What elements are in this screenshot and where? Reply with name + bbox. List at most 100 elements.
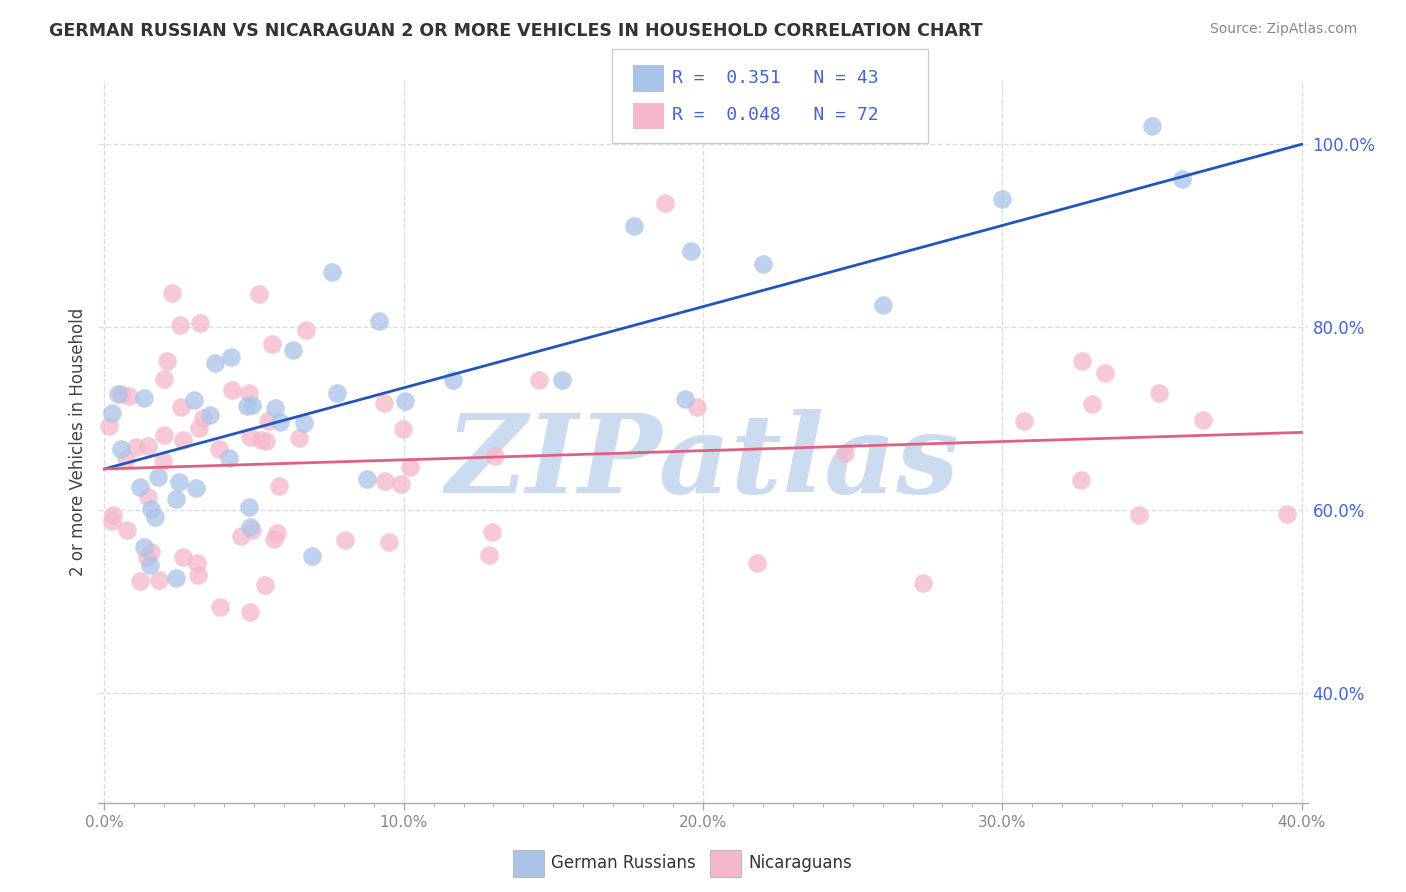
Point bbox=[256, 414, 278, 428]
Point bbox=[110, 387, 132, 401]
Point bbox=[101, 508, 124, 522]
Point bbox=[169, 475, 191, 490]
Point bbox=[1012, 414, 1035, 428]
Point bbox=[239, 605, 262, 619]
Point bbox=[236, 399, 259, 413]
Point bbox=[208, 600, 231, 615]
Point bbox=[110, 442, 132, 457]
Point bbox=[481, 524, 503, 539]
Point bbox=[325, 386, 347, 401]
Point bbox=[221, 350, 243, 364]
Text: R =  0.351   N = 43: R = 0.351 N = 43 bbox=[672, 69, 879, 87]
Point bbox=[184, 481, 207, 495]
Point bbox=[1140, 119, 1163, 133]
Point bbox=[368, 314, 391, 328]
Point bbox=[117, 389, 139, 403]
Point bbox=[101, 406, 124, 420]
Point bbox=[1070, 473, 1092, 487]
Point bbox=[321, 265, 343, 279]
Point bbox=[188, 316, 211, 330]
Point bbox=[152, 428, 174, 442]
Point bbox=[1128, 508, 1150, 522]
Point bbox=[139, 558, 162, 572]
Point bbox=[218, 450, 240, 465]
Point bbox=[686, 400, 709, 414]
Point bbox=[153, 372, 176, 386]
Point bbox=[752, 257, 775, 271]
Point bbox=[673, 392, 696, 406]
Point bbox=[136, 439, 159, 453]
Point bbox=[125, 440, 148, 454]
Point bbox=[141, 544, 163, 558]
Text: German Russians: German Russians bbox=[551, 855, 696, 872]
Text: Nicaraguans: Nicaraguans bbox=[748, 855, 852, 872]
Point bbox=[129, 480, 152, 494]
Point bbox=[238, 386, 260, 401]
Point bbox=[187, 568, 209, 582]
Point bbox=[254, 434, 277, 449]
Point bbox=[97, 418, 120, 433]
Point bbox=[267, 479, 290, 493]
Point bbox=[1071, 353, 1094, 368]
Point bbox=[166, 491, 188, 506]
Point bbox=[183, 392, 205, 407]
Point bbox=[134, 391, 156, 405]
Point bbox=[250, 434, 273, 448]
Point bbox=[169, 318, 191, 332]
Point bbox=[143, 509, 166, 524]
Point bbox=[172, 550, 194, 565]
Point bbox=[333, 533, 356, 547]
Point bbox=[129, 574, 152, 588]
Point bbox=[136, 490, 159, 504]
Point bbox=[281, 343, 304, 357]
Point bbox=[134, 541, 156, 555]
Point bbox=[551, 373, 574, 387]
Point bbox=[991, 192, 1014, 206]
Point bbox=[115, 524, 138, 538]
Point bbox=[394, 394, 416, 409]
Point bbox=[101, 514, 124, 528]
Text: GERMAN RUSSIAN VS NICARAGUAN 2 OR MORE VEHICLES IN HOUSEHOLD CORRELATION CHART: GERMAN RUSSIAN VS NICARAGUAN 2 OR MORE V… bbox=[49, 22, 983, 40]
Text: ZIPatlas: ZIPatlas bbox=[446, 409, 960, 517]
Point bbox=[356, 472, 378, 486]
Point bbox=[834, 446, 856, 460]
Point bbox=[294, 323, 316, 337]
Point bbox=[146, 469, 169, 483]
Point bbox=[198, 409, 221, 423]
Point bbox=[441, 373, 464, 387]
Point bbox=[679, 244, 702, 258]
Point bbox=[912, 575, 935, 590]
Point bbox=[260, 337, 283, 351]
Point bbox=[1147, 386, 1170, 401]
Point bbox=[1192, 412, 1215, 426]
Point bbox=[115, 452, 138, 467]
Point bbox=[288, 431, 311, 445]
Point bbox=[204, 356, 226, 370]
Point bbox=[253, 578, 276, 592]
Point bbox=[399, 459, 422, 474]
Point bbox=[266, 525, 288, 540]
Point bbox=[238, 520, 260, 534]
Point bbox=[263, 532, 285, 546]
Point bbox=[160, 286, 183, 301]
Point bbox=[238, 500, 260, 515]
Text: Source: ZipAtlas.com: Source: ZipAtlas.com bbox=[1209, 22, 1357, 37]
Point bbox=[374, 474, 396, 488]
Point bbox=[186, 557, 208, 571]
Point bbox=[484, 449, 506, 463]
Point bbox=[623, 219, 645, 233]
Point bbox=[229, 529, 252, 543]
Point bbox=[170, 400, 193, 414]
Point bbox=[139, 502, 162, 516]
Text: R =  0.048   N = 72: R = 0.048 N = 72 bbox=[672, 106, 879, 124]
Point bbox=[240, 523, 263, 537]
Point bbox=[373, 396, 395, 410]
Point bbox=[152, 454, 174, 468]
Point bbox=[263, 401, 285, 416]
Point bbox=[1094, 366, 1116, 380]
Point bbox=[1275, 507, 1298, 521]
Point bbox=[478, 548, 501, 562]
Point bbox=[392, 422, 415, 436]
Point bbox=[378, 534, 401, 549]
Point bbox=[165, 572, 187, 586]
